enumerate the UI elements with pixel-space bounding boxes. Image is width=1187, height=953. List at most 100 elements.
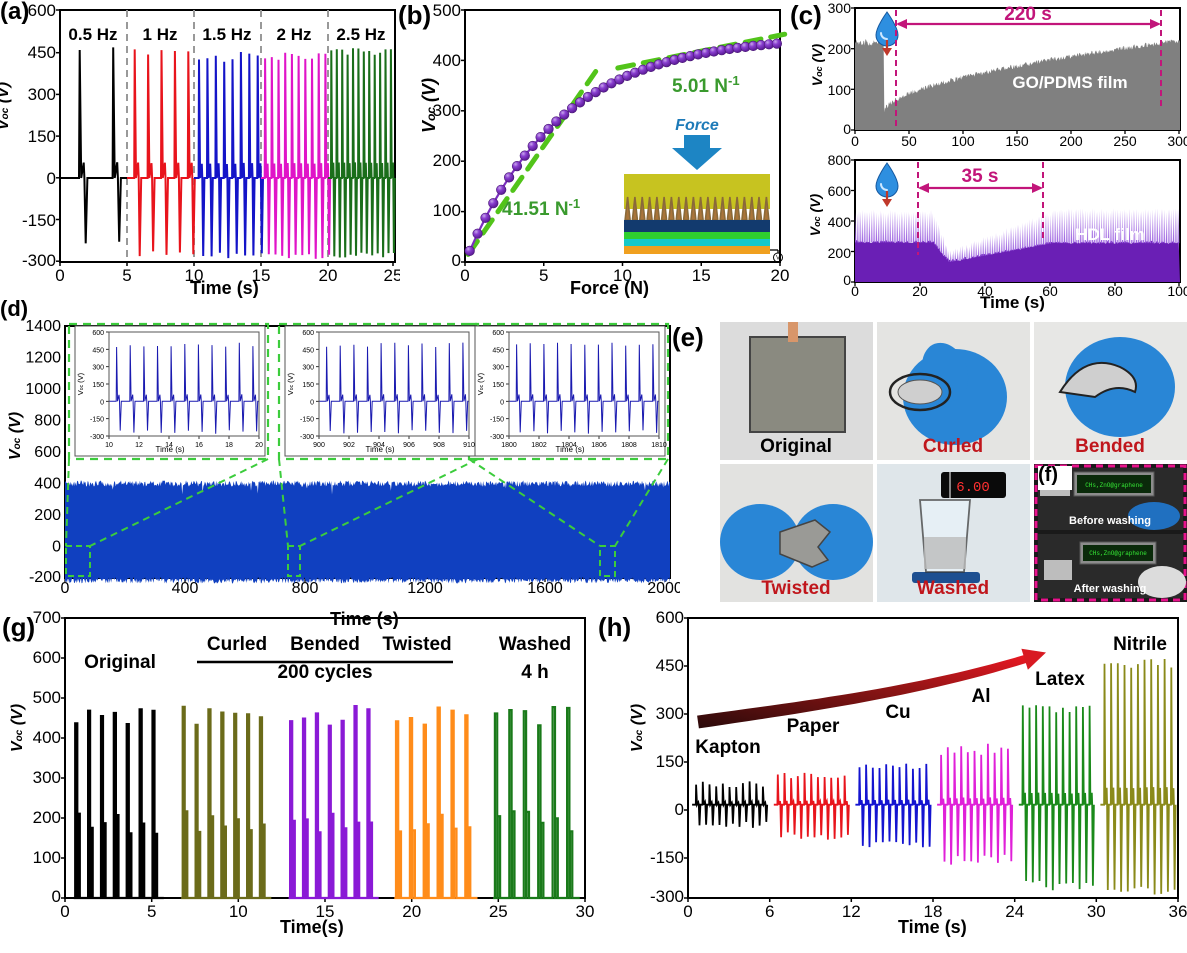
svg-text:6.00: 6.00 bbox=[956, 480, 990, 496]
svg-text:150: 150 bbox=[92, 382, 104, 389]
svg-text:1400: 1400 bbox=[25, 318, 61, 335]
svg-text:600: 600 bbox=[28, 1, 56, 20]
svg-text:400: 400 bbox=[828, 214, 852, 230]
svg-text:150: 150 bbox=[492, 382, 504, 389]
svg-text:906: 906 bbox=[403, 442, 415, 449]
svg-text:900: 900 bbox=[313, 442, 325, 449]
svg-text:10: 10 bbox=[229, 902, 248, 921]
svg-text:Time (s): Time (s) bbox=[555, 445, 584, 454]
svg-text:700: 700 bbox=[33, 610, 61, 627]
svg-text:Curled: Curled bbox=[207, 634, 267, 655]
svg-text:15: 15 bbox=[692, 266, 711, 285]
svg-text:250: 250 bbox=[1113, 133, 1137, 149]
svg-text:25: 25 bbox=[489, 902, 508, 921]
svg-text:300: 300 bbox=[33, 768, 61, 787]
svg-text:-150: -150 bbox=[490, 417, 504, 424]
svg-text:200: 200 bbox=[1059, 133, 1083, 149]
svg-text:41.51 N-1: 41.51 N-1 bbox=[502, 196, 580, 221]
svg-text:0: 0 bbox=[843, 272, 851, 288]
svg-text:-200: -200 bbox=[29, 569, 61, 586]
svg-text:500: 500 bbox=[433, 1, 461, 20]
svg-text:300: 300 bbox=[92, 365, 104, 372]
svg-text:600: 600 bbox=[656, 610, 684, 627]
svg-text:220 s: 220 s bbox=[1004, 4, 1052, 25]
svg-text:300: 300 bbox=[28, 85, 56, 104]
svg-text:HDL film: HDL film bbox=[1075, 225, 1145, 244]
svg-text:200 cycles: 200 cycles bbox=[277, 662, 372, 683]
svg-text:24: 24 bbox=[1005, 902, 1024, 921]
svg-text:50: 50 bbox=[901, 133, 917, 149]
svg-text:400: 400 bbox=[433, 51, 461, 70]
svg-text:Twisted: Twisted bbox=[761, 578, 830, 599]
svg-text:0: 0 bbox=[61, 580, 70, 597]
svg-text:After washing: After washing bbox=[1074, 583, 1147, 595]
svg-text:450: 450 bbox=[28, 43, 56, 62]
svg-text:800: 800 bbox=[292, 580, 319, 597]
svg-text:910: 910 bbox=[463, 442, 475, 449]
svg-text:Time (s): Time (s) bbox=[155, 445, 184, 454]
svg-text:-150: -150 bbox=[300, 417, 314, 424]
svg-text:Original: Original bbox=[84, 652, 156, 673]
svg-text:-150: -150 bbox=[90, 417, 104, 424]
svg-text:Bended: Bended bbox=[1075, 436, 1145, 457]
svg-text:100: 100 bbox=[951, 133, 975, 149]
svg-text:400: 400 bbox=[172, 580, 199, 597]
svg-text:100: 100 bbox=[828, 82, 852, 98]
svg-text:Voc (V): Voc (V) bbox=[286, 372, 295, 395]
svg-text:20: 20 bbox=[771, 266, 790, 285]
svg-text:CHs,ZnO@graphene: CHs,ZnO@graphene bbox=[1085, 482, 1143, 489]
svg-text:450: 450 bbox=[302, 347, 314, 354]
svg-text:0: 0 bbox=[55, 266, 64, 285]
svg-text:5.01 N-1: 5.01 N-1 bbox=[672, 73, 740, 98]
svg-text:1600: 1600 bbox=[527, 580, 563, 597]
svg-text:5: 5 bbox=[147, 902, 156, 921]
svg-text:150: 150 bbox=[656, 752, 684, 771]
svg-text:20: 20 bbox=[319, 266, 338, 285]
svg-text:600: 600 bbox=[92, 330, 104, 337]
svg-text:Twisted: Twisted bbox=[382, 634, 451, 655]
svg-text:0: 0 bbox=[310, 399, 314, 406]
svg-text:150: 150 bbox=[1005, 133, 1029, 149]
svg-text:Washed: Washed bbox=[499, 634, 571, 655]
svg-text:Before washing: Before washing bbox=[1069, 515, 1151, 527]
svg-text:Force: Force bbox=[675, 117, 719, 134]
svg-text:1200: 1200 bbox=[407, 580, 443, 597]
svg-text:5: 5 bbox=[539, 266, 548, 285]
svg-text:800: 800 bbox=[828, 152, 852, 168]
svg-text:-300: -300 bbox=[650, 887, 684, 906]
svg-text:1 Hz: 1 Hz bbox=[143, 25, 178, 44]
svg-text:12: 12 bbox=[842, 902, 861, 921]
svg-text:-300: -300 bbox=[490, 434, 504, 441]
svg-text:1800: 1800 bbox=[501, 442, 517, 449]
svg-text:-300: -300 bbox=[90, 434, 104, 441]
svg-text:5: 5 bbox=[122, 266, 131, 285]
svg-text:Paper: Paper bbox=[787, 716, 840, 737]
svg-text:300: 300 bbox=[828, 0, 852, 16]
svg-text:450: 450 bbox=[492, 347, 504, 354]
svg-text:600: 600 bbox=[33, 648, 61, 667]
svg-text:0: 0 bbox=[460, 266, 469, 285]
svg-text:-150: -150 bbox=[22, 211, 56, 230]
svg-text:450: 450 bbox=[656, 656, 684, 675]
svg-text:20: 20 bbox=[402, 902, 421, 921]
svg-text:100: 100 bbox=[33, 848, 61, 867]
svg-text:36: 36 bbox=[1169, 902, 1187, 921]
svg-text:150: 150 bbox=[302, 382, 314, 389]
svg-text:-300: -300 bbox=[300, 434, 314, 441]
svg-text:GO/PDMS film: GO/PDMS film bbox=[1012, 73, 1127, 92]
svg-text:Original: Original bbox=[760, 436, 832, 457]
svg-text:2 Hz: 2 Hz bbox=[277, 25, 312, 44]
svg-text:300: 300 bbox=[302, 365, 314, 372]
svg-text:200: 200 bbox=[34, 507, 61, 524]
svg-text:Washed: Washed bbox=[917, 578, 989, 599]
svg-text:200: 200 bbox=[33, 808, 61, 827]
svg-text:0: 0 bbox=[683, 902, 692, 921]
svg-text:600: 600 bbox=[34, 444, 61, 461]
svg-text:0: 0 bbox=[100, 399, 104, 406]
svg-text:30: 30 bbox=[1087, 902, 1106, 921]
svg-text:200: 200 bbox=[433, 151, 461, 170]
svg-text:908: 908 bbox=[433, 442, 445, 449]
svg-text:Curled: Curled bbox=[923, 436, 983, 457]
svg-text:Al: Al bbox=[972, 686, 991, 707]
svg-text:-150: -150 bbox=[650, 848, 684, 867]
